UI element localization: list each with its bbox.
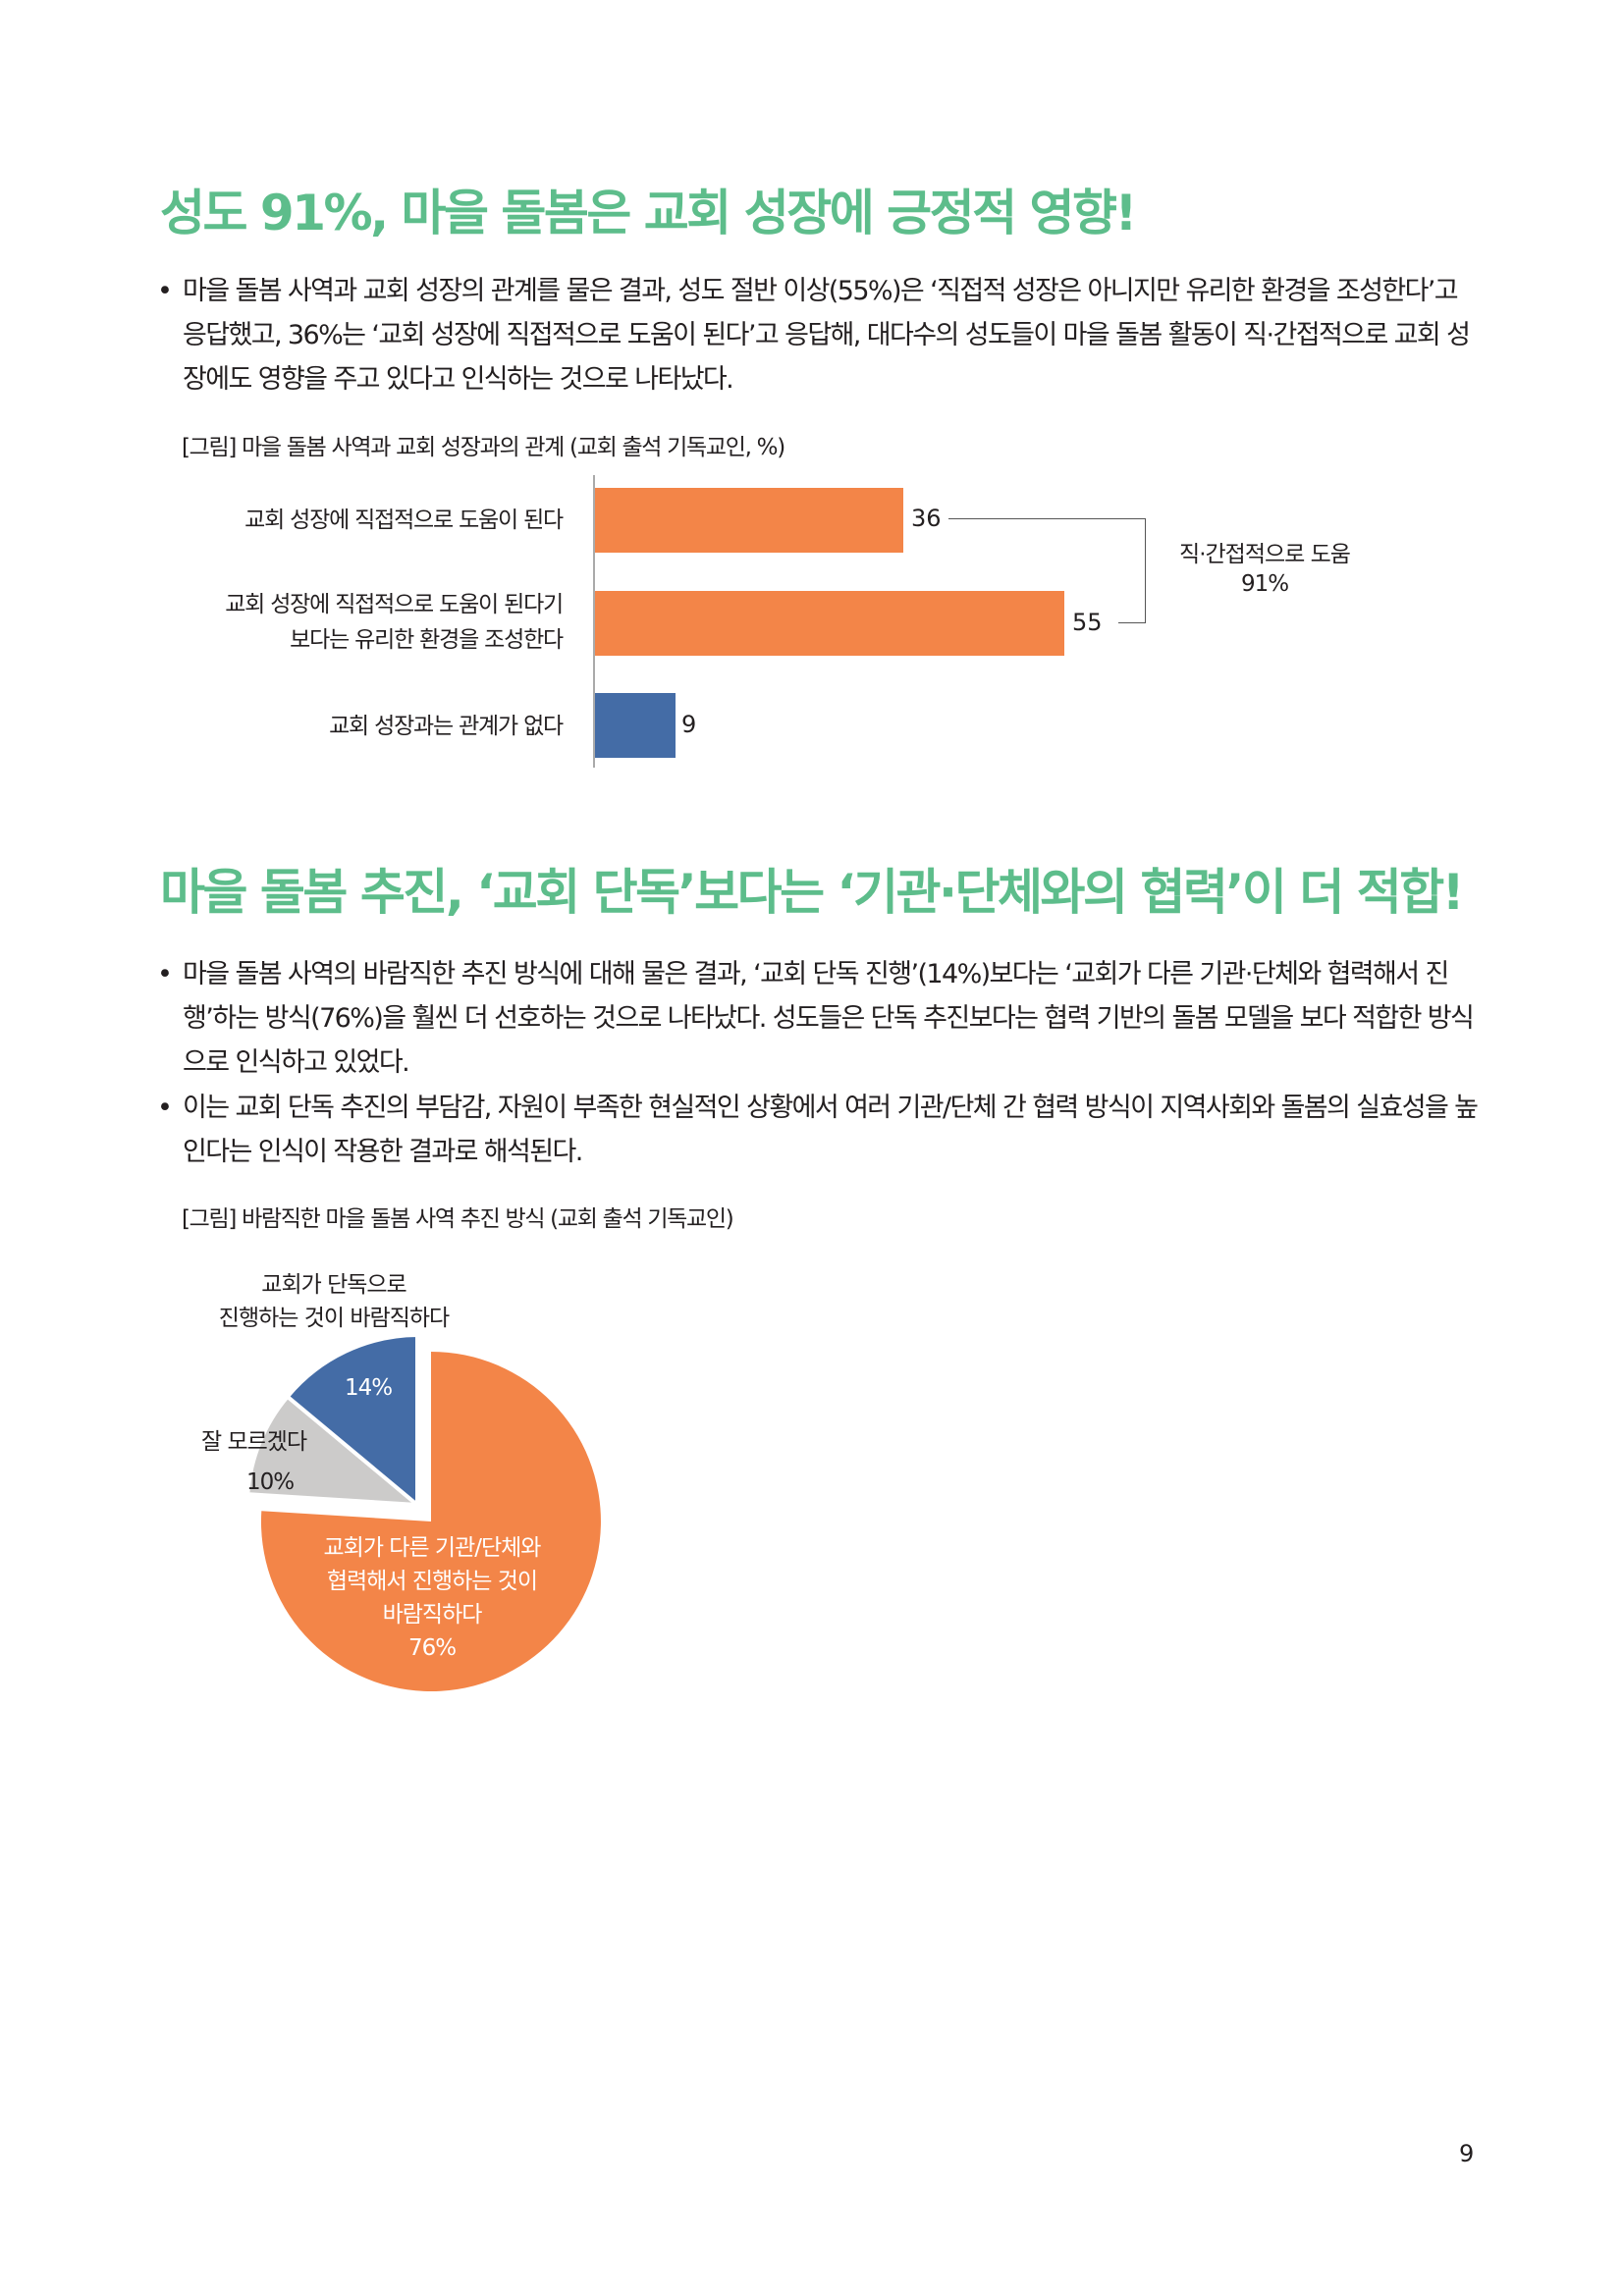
section2-bullets: • 마을 돌봄 사역의 바람직한 추진 방식에 대해 물은 결과, ‘교회 단독… <box>157 952 1479 1174</box>
pie-label-church-alone: 교회가 단독으로 진행하는 것이 바람직하다 <box>196 1268 471 1335</box>
annotation-text: 직·간접적으로 도움 <box>1179 542 1351 567</box>
pie-label-line: 교회가 다른 기관/단체와 <box>323 1535 542 1561</box>
bullet-icon: • <box>157 959 173 989</box>
pie-value-church-alone: 14% <box>344 1375 393 1401</box>
bullet-text: 이는 교회 단독 추진의 부담감, 자원이 부족한 현실적인 상황에서 여러 기… <box>183 1093 1479 1167</box>
bar-favorable-environment <box>595 591 1064 656</box>
bullet-text: 마을 돌봄 사역의 바람직한 추진 방식에 대해 물은 결과, ‘교회 단독 진… <box>183 959 1475 1078</box>
pie-slice-church-alone <box>284 1332 419 1510</box>
section1-heading: 성도 91%, 마을 돌봄은 교회 성장에 긍정적 영향! <box>160 185 1137 241</box>
bar-direct-help <box>595 488 903 553</box>
pie-label-line: 진행하는 것이 바람직하다 <box>218 1306 450 1331</box>
bullet-text: 마을 돌봄 사역과 교회 성장의 관계를 물은 결과, 성도 절반 이상(55%… <box>183 276 1471 395</box>
bullet-item: • 이는 교회 단독 추진의 부담감, 자원이 부족한 현실적인 상황에서 여러… <box>157 1086 1479 1174</box>
bar-label-line: 교회 성장에 직접적으로 도움이 된다기 <box>225 592 564 617</box>
section2-heading: 마을 돌봄 추진, ‘교회 단독’보다는 ‘기관·단체와의 협력’이 더 적합! <box>160 864 1465 921</box>
pie-label-unsure: 잘 모르겠다 <box>201 1425 339 1459</box>
bracket-line-bottom <box>1118 622 1146 623</box>
figure-caption-pie: [그림] 바람직한 마을 돌봄 사역 추진 방식 (교회 출석 기독교인) <box>182 1206 734 1232</box>
bar-value: 9 <box>681 711 697 738</box>
bar-label: 교회 성장에 직접적으로 도움이 된다 <box>244 503 564 538</box>
bullet-item: • 마을 돌봄 사역과 교회 성장의 관계를 물은 결과, 성도 절반 이상(5… <box>157 269 1478 401</box>
pie-label-line: 바람직하다 <box>382 1602 483 1628</box>
pie-label-cooperation: 교회가 다른 기관/단체와 협력해서 진행하는 것이 바람직하다 76% <box>295 1531 569 1665</box>
bar-label: 교회 성장에 직접적으로 도움이 된다기 보다는 유리한 환경을 조성한다 <box>225 587 564 658</box>
bullet-icon: • <box>157 276 173 306</box>
pie-slice-unsure <box>245 1393 423 1508</box>
bar-value: 55 <box>1072 609 1103 636</box>
pie-value-cooperation: 76% <box>407 1635 457 1661</box>
bullet-icon: • <box>157 1093 173 1123</box>
page-number: 9 <box>1459 2140 1475 2167</box>
bar-label-line: 교회 성장과는 관계가 없다 <box>329 714 564 739</box>
pie-label-line: 협력해서 진행하는 것이 <box>326 1569 538 1594</box>
figure-caption-bar: [그림] 마을 돌봄 사역과 교회 성장과의 관계 (교회 출석 기독교인, %… <box>182 435 785 460</box>
bar-label: 교회 성장과는 관계가 없다 <box>329 709 564 744</box>
pie-slice-cooperation <box>260 1352 601 1691</box>
bar-label-line: 보다는 유리한 환경을 조성한다 <box>290 627 564 653</box>
bracket-line-vertical <box>1145 518 1146 623</box>
annotation-percent: 91% <box>1240 571 1289 597</box>
pie-label-line: 잘 모르겠다 <box>201 1429 307 1455</box>
pie-value-unsure: 10% <box>245 1469 295 1495</box>
bar-label-line: 교회 성장에 직접적으로 도움이 된다 <box>244 507 564 533</box>
chart-axis <box>593 475 595 768</box>
bracket-line-top <box>948 518 1145 519</box>
section1-bullets: • 마을 돌봄 사역과 교회 성장의 관계를 물은 결과, 성도 절반 이상(5… <box>157 269 1478 401</box>
bar-no-relation <box>595 693 676 758</box>
bracket-annotation: 직·간접적으로 도움 91% <box>1157 540 1373 599</box>
bullet-item: • 마을 돌봄 사역의 바람직한 추진 방식에 대해 물은 결과, ‘교회 단독… <box>157 952 1478 1085</box>
pie-label-line: 교회가 단독으로 <box>261 1272 406 1298</box>
bar-value: 36 <box>911 505 942 532</box>
